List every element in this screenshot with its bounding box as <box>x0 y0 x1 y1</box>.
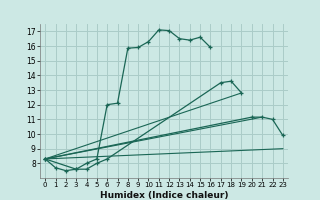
X-axis label: Humidex (Indice chaleur): Humidex (Indice chaleur) <box>100 191 228 200</box>
